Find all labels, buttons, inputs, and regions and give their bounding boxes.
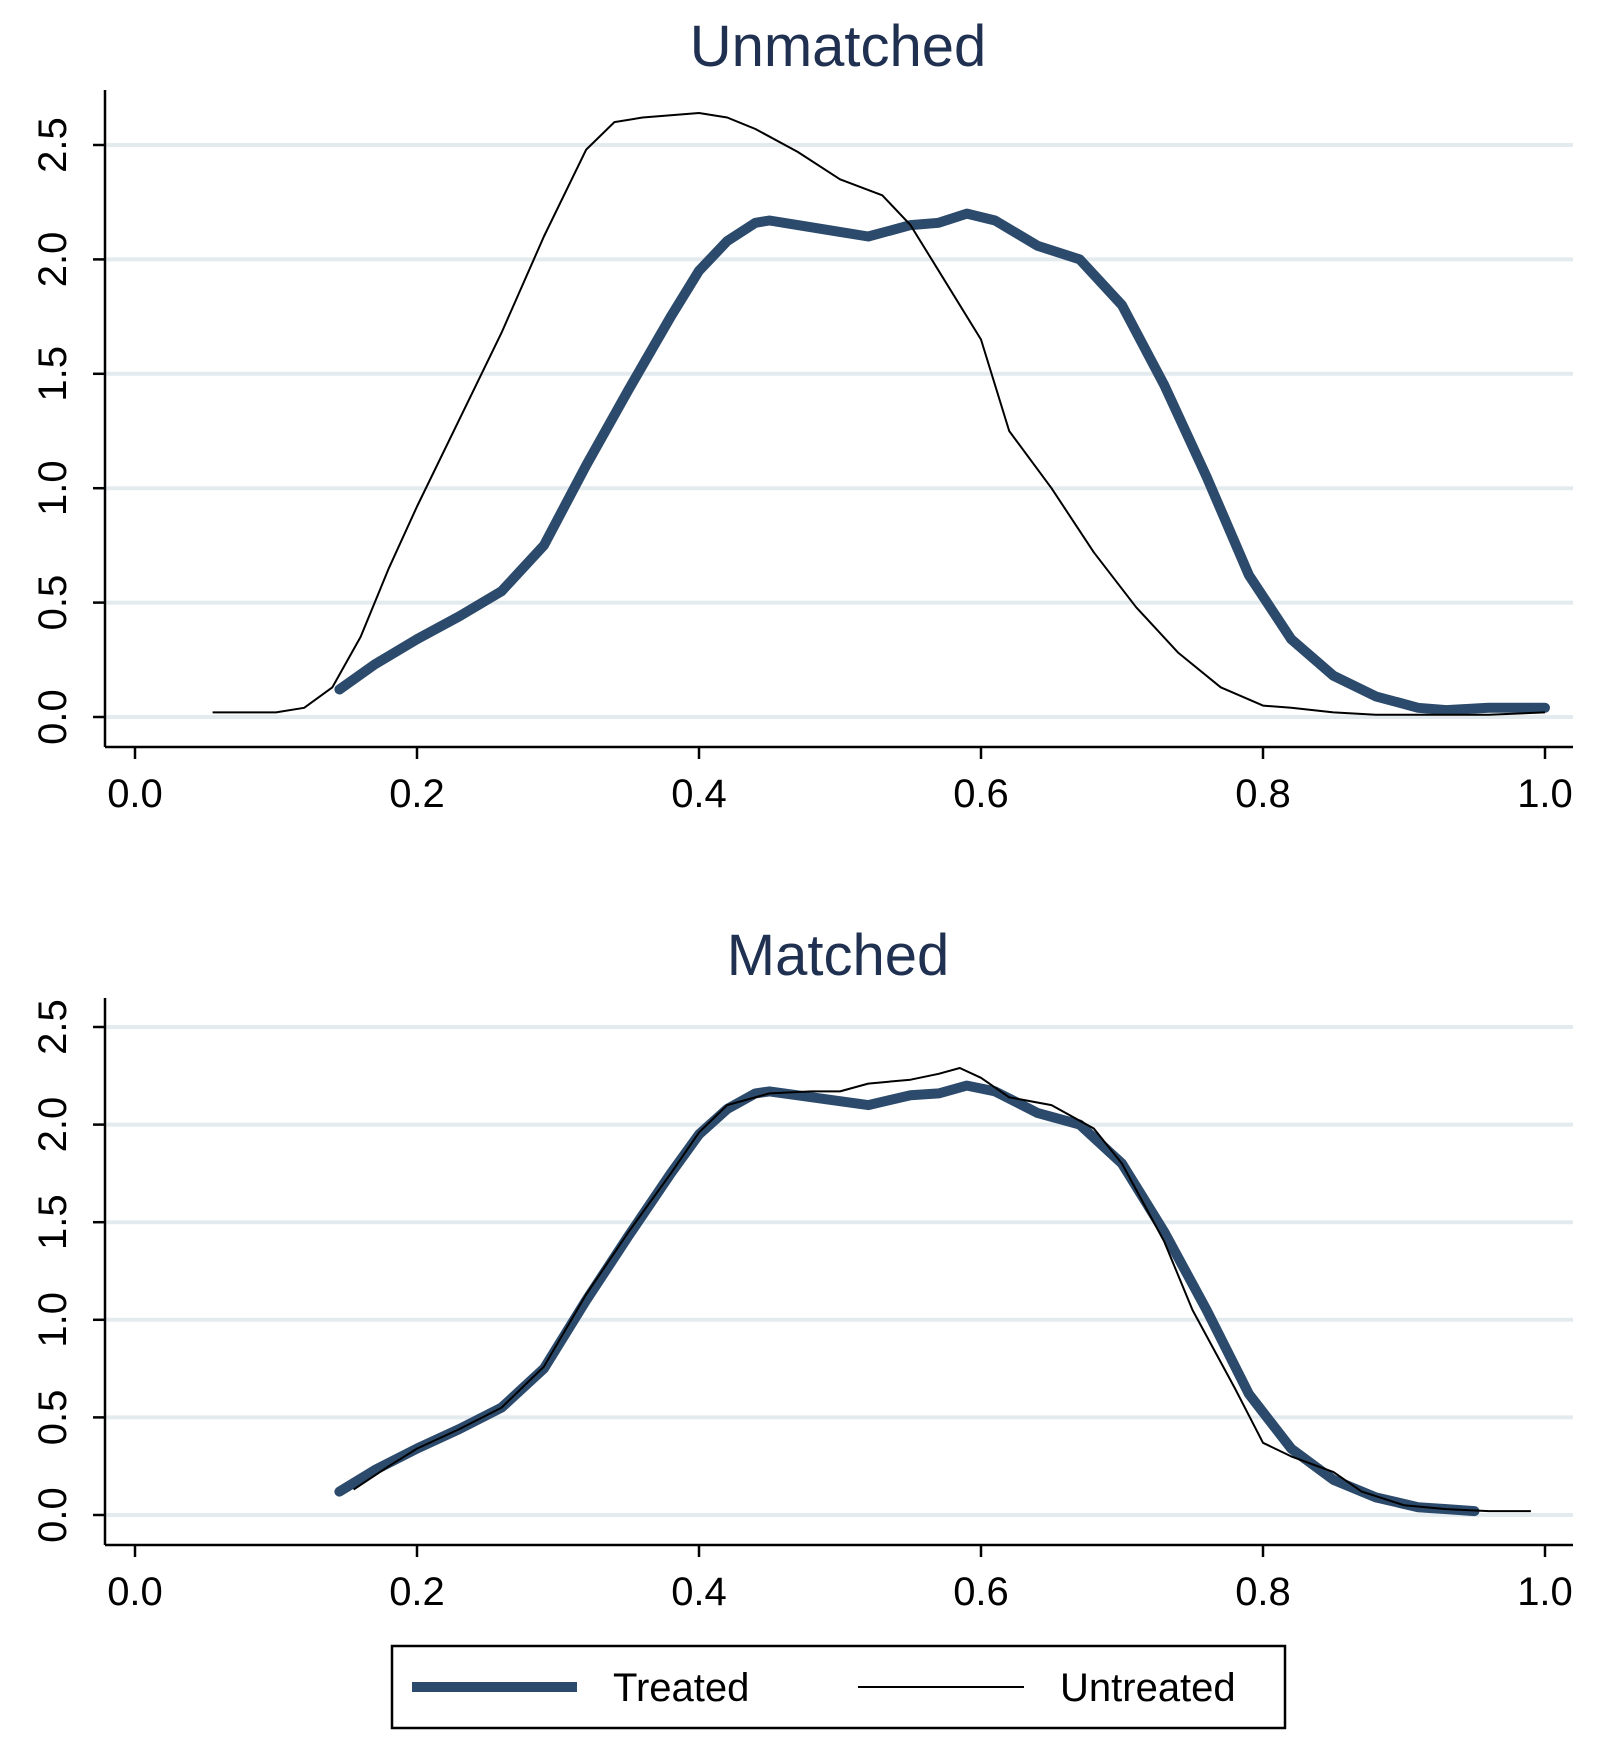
y-tick-label: 0.5 — [31, 1390, 75, 1446]
y-tick-label: 1.5 — [31, 1194, 75, 1250]
x-tick-label: 0.2 — [389, 772, 445, 816]
chart-panel-matched: Matched 0.0 0.5 1.0 1.5 2.0 2.5 0.0 0.2 0.4 0.6 0.… — [31, 923, 1573, 1614]
series-line-untreated — [353, 1067, 1531, 1513]
chart-title: Unmatched — [690, 14, 987, 79]
x-tick-label: 1.0 — [1517, 772, 1573, 816]
y-tick-label: 1.5 — [31, 346, 75, 402]
x-tick-label: 0.0 — [107, 772, 163, 816]
y-tick-label: 0.0 — [31, 689, 75, 745]
legend-label-untreated: Untreated — [1060, 1666, 1236, 1710]
x-tick-label: 0.6 — [953, 772, 1009, 816]
y-tick-label: 0.0 — [31, 1487, 75, 1543]
y-tick-label: 2.0 — [31, 232, 75, 288]
x-tick-label: 0.8 — [1235, 1570, 1291, 1614]
y-tick-label: 2.0 — [31, 1097, 75, 1153]
y-tick-label: 1.0 — [31, 460, 75, 516]
y-tick-label: 0.5 — [31, 575, 75, 631]
series-line-untreated — [212, 112, 1546, 716]
x-tick-label: 0.4 — [671, 1570, 727, 1614]
y-tick-label: 2.5 — [31, 999, 75, 1055]
x-tick-label: 0.6 — [953, 1570, 1009, 1614]
legend-label-treated: Treated — [613, 1666, 749, 1710]
x-tick-label: 0.8 — [1235, 772, 1291, 816]
x-tick-label: 1.0 — [1517, 1570, 1573, 1614]
x-tick-label: 0.0 — [107, 1570, 163, 1614]
y-tick-label: 2.5 — [31, 117, 75, 173]
chart-panel-unmatched: Unmatched 0.0 0.5 1.0 1.5 2.0 2.5 0.0 0.2 0.4 0.6… — [31, 14, 1573, 816]
series-line-treated — [334, 1080, 1480, 1517]
legend: Treated Untreated — [390, 1644, 1287, 1730]
x-tick-label: 0.4 — [671, 772, 727, 816]
y-tick-label: 1.0 — [31, 1292, 75, 1348]
chart-title: Matched — [727, 923, 949, 988]
x-tick-label: 0.2 — [389, 1570, 445, 1614]
legend-box — [390, 1644, 1287, 1730]
